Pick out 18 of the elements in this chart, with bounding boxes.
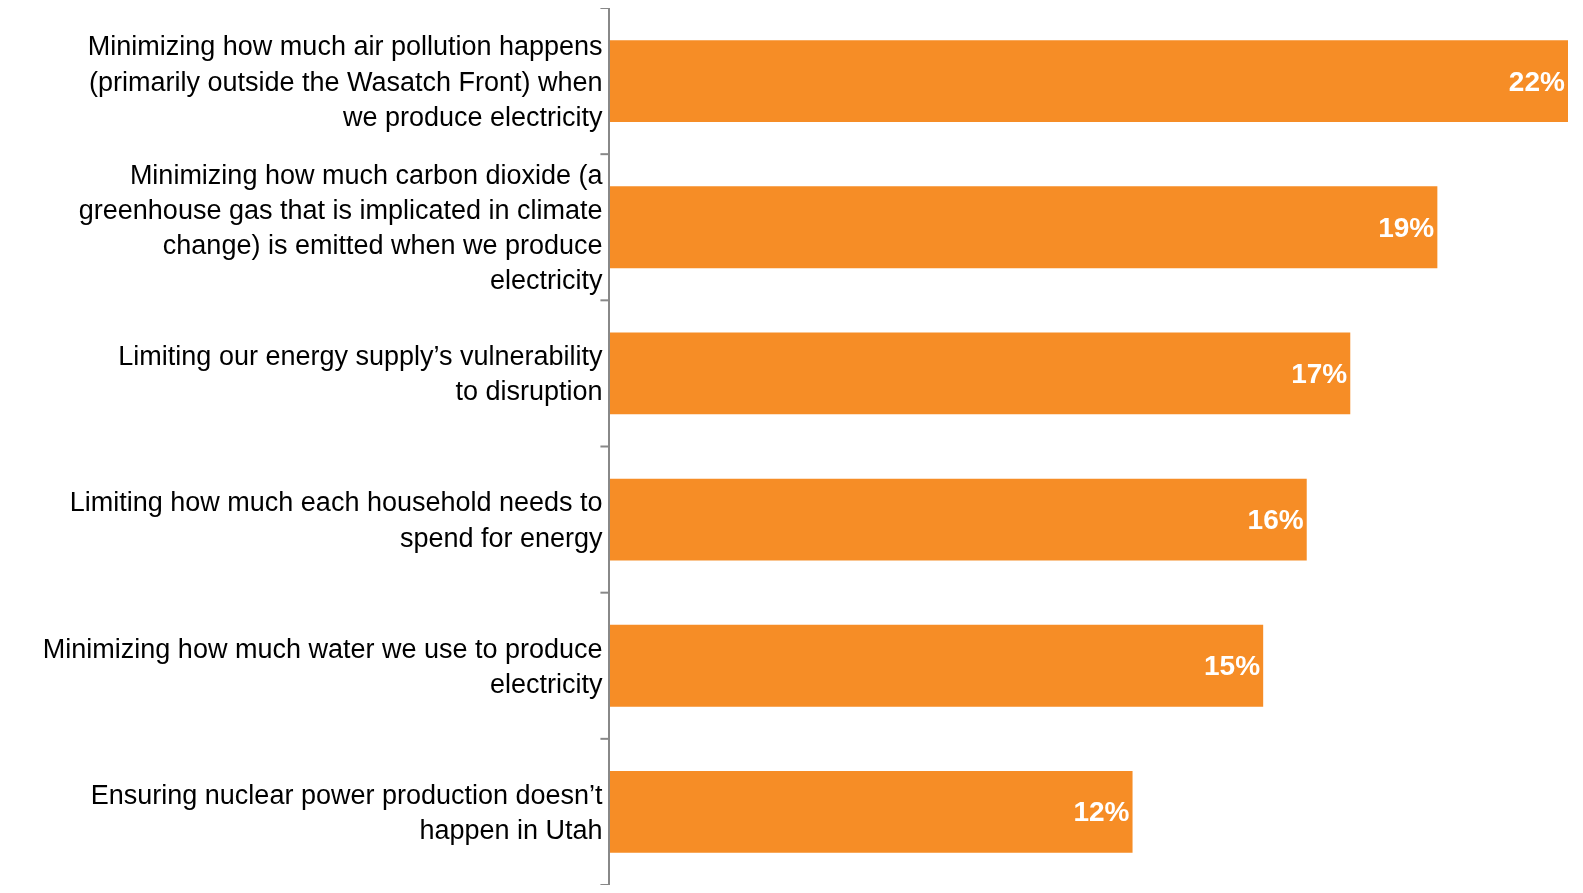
y-tick-label: Limiting how much each household needs to spend for energy [69,487,604,553]
y-tick-label: Ensuring nuclear power production doesn’t happen in Utah [90,779,604,845]
data-label: 12% [1073,796,1130,828]
y-tick-label: Limiting our energy supply’s vulnerability to disruption [118,341,604,407]
bar [610,332,1351,415]
data-label: 16% [1247,504,1304,536]
bar [610,624,1264,707]
bar [610,770,1133,853]
bar [610,186,1438,269]
y-tick-label: Minimizing how much carbon dioxide (a greenhouse gas that is implicated in climate change) is emitted when we produce electricity [78,160,604,296]
data-label: 22% [1508,65,1565,97]
bar [610,40,1568,123]
bar [610,478,1307,561]
y-tick-label: Minimizing how much water we use to produce electricity [42,633,604,699]
data-label: 19% [1378,211,1435,243]
data-label: 15% [1204,650,1261,682]
y-tick-label: Minimizing how much air pollution happens (primarily outside the Wasatch Front) when we produce electricity [87,31,604,132]
data-label: 17% [1291,357,1348,389]
